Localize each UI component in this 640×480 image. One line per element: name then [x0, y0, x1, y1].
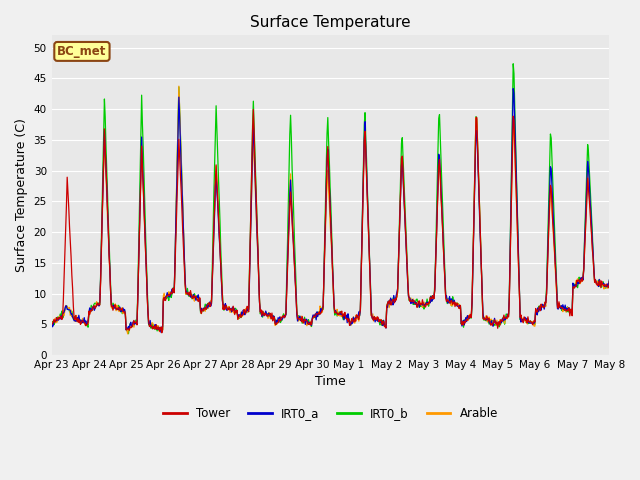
IRT0_a	[48, 321, 56, 326]
Tower	[115, 306, 123, 312]
IRT0_a	[202, 304, 210, 310]
IRT0_b	[115, 303, 123, 309]
IRT0_a	[173, 193, 180, 199]
IRT0_a	[509, 86, 517, 92]
IRT0_a	[115, 307, 123, 313]
IRT0_b	[415, 304, 423, 310]
Tower	[400, 188, 408, 194]
Arable	[400, 191, 408, 196]
IRT0_b	[202, 306, 210, 312]
Arable	[124, 331, 132, 337]
Arable	[115, 309, 123, 314]
Arable	[58, 313, 65, 319]
Tower	[173, 212, 180, 218]
Line: Tower: Tower	[52, 109, 609, 333]
Arable	[175, 84, 182, 89]
Tower	[158, 330, 166, 336]
Arable	[416, 300, 424, 305]
IRT0_b	[173, 184, 180, 190]
Line: IRT0_a: IRT0_a	[52, 89, 609, 332]
IRT0_a	[58, 316, 65, 322]
Tower	[202, 307, 210, 312]
IRT0_b	[58, 308, 65, 314]
Arable	[203, 306, 211, 312]
Arable	[173, 185, 180, 191]
IRT0_a	[157, 329, 165, 335]
Tower	[605, 278, 613, 284]
Line: IRT0_b: IRT0_b	[52, 64, 609, 334]
Legend: Tower, IRT0_a, IRT0_b, Arable: Tower, IRT0_a, IRT0_b, Arable	[158, 402, 503, 425]
IRT0_b	[509, 61, 517, 67]
Arable	[48, 324, 56, 329]
Tower	[48, 321, 56, 326]
IRT0_a	[415, 304, 423, 310]
IRT0_a	[605, 277, 613, 283]
IRT0_b	[605, 277, 613, 283]
Tower	[250, 107, 257, 112]
IRT0_b	[399, 154, 407, 160]
X-axis label: Time: Time	[315, 375, 346, 388]
IRT0_b	[48, 320, 56, 326]
Tower	[58, 317, 65, 323]
IRT0_a	[399, 174, 407, 180]
Line: Arable: Arable	[52, 86, 609, 334]
Title: Surface Temperature: Surface Temperature	[250, 15, 411, 30]
Text: BC_met: BC_met	[57, 45, 107, 58]
IRT0_b	[125, 331, 132, 336]
Y-axis label: Surface Temperature (C): Surface Temperature (C)	[15, 118, 28, 272]
Tower	[416, 302, 424, 308]
Arable	[605, 279, 613, 285]
